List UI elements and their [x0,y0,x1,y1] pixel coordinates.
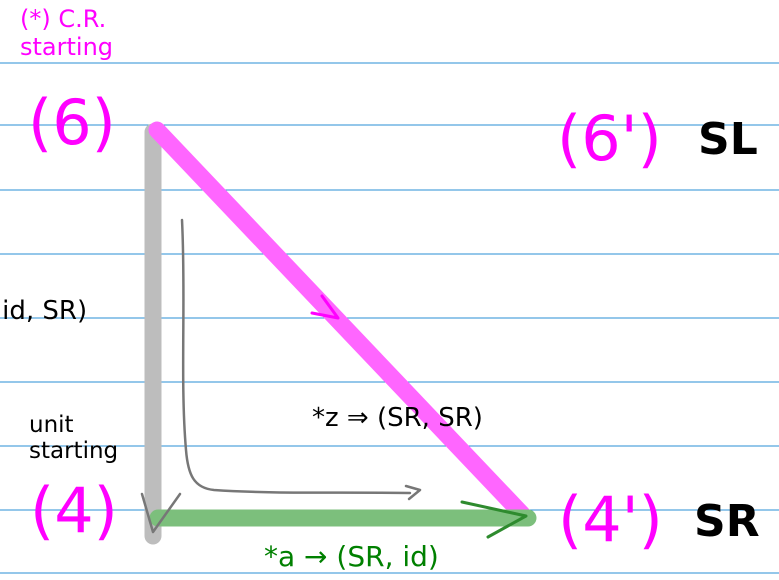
cr-starting-label: (*) C.R. starting [20,5,114,61]
node-6-prime-label: (6') [557,102,662,175]
unit-starting-line2: starting [29,438,119,465]
node-6-label: (6) [28,86,116,159]
composite-arrow-icon [180,218,412,495]
id-sr-label: (id, SR) [0,296,88,326]
vertical-arrow-icon [140,492,182,534]
a-label: *a → (SR, id) [264,540,439,573]
diagonal-edge [148,121,531,523]
unit-starting-label: unit starting [29,412,118,465]
unit-starting-line1: unit [29,412,74,438]
node-4-prime-label: (4') [558,483,663,556]
sr-label: SR [694,496,760,547]
cr-starting-line1: (*) C.R. [20,5,107,33]
cr-starting-line2: starting [20,32,114,61]
diagonal-arrow-icon [310,294,340,320]
composite-arrowhead-icon [404,484,422,501]
sl-label: SL [698,114,758,165]
node-4-label: (4) [30,474,118,547]
z-label: *z ⇒ (SR, SR) [312,403,483,433]
bottom-arrow-icon [460,500,528,539]
